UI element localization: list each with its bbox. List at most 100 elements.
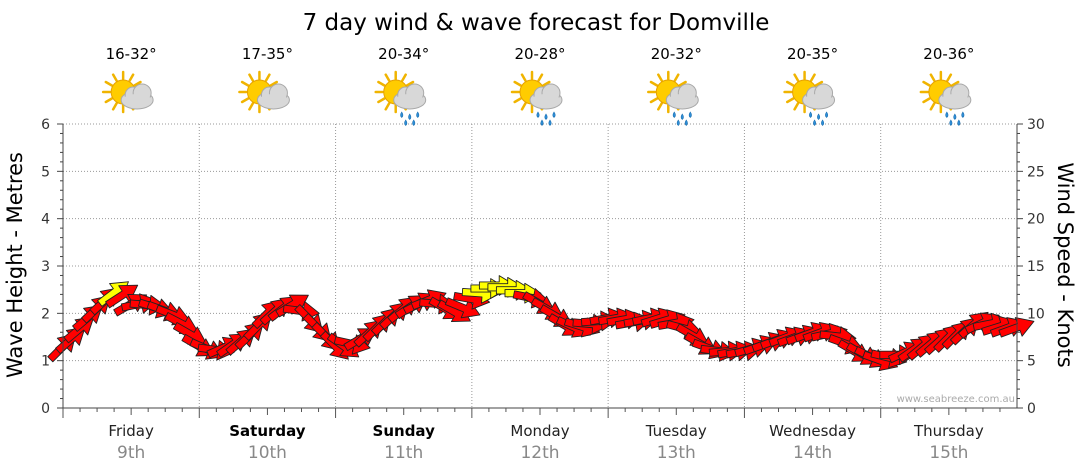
sun-ray — [248, 102, 255, 111]
rain-drop — [408, 113, 412, 120]
sun-ray — [793, 102, 800, 111]
day-column: 20-36° Thursday 15th — [913, 45, 984, 463]
left-tick-label: 3 — [41, 259, 50, 275]
left-axis-ticks: 0 1 2 3 4 5 6 — [41, 117, 63, 417]
sun-ray — [264, 73, 271, 82]
temperature-range: 16-32° — [106, 45, 157, 63]
rain-drop — [953, 113, 957, 120]
cloud-shape — [393, 83, 427, 110]
date-label: 12th — [520, 443, 559, 463]
rain-icon — [510, 70, 563, 126]
sun-ray — [786, 97, 795, 104]
day-label: Thursday — [913, 422, 984, 440]
cloud-shape — [120, 83, 154, 110]
day-column: 20-34° Sunday 11th — [373, 45, 436, 463]
sun-ray — [929, 73, 936, 82]
sun-ray — [111, 73, 118, 82]
temperature-range: 20-35° — [787, 45, 838, 63]
sun-ray — [269, 80, 278, 87]
right-axis-ticks: 0 5 10 15 20 25 30 — [1017, 117, 1045, 417]
sun-ray — [520, 73, 527, 82]
sun-ray — [240, 97, 250, 104]
rain-drop — [676, 119, 680, 126]
cloud-fill — [531, 94, 561, 108]
rain-drop — [680, 113, 684, 120]
day-label: Saturday — [229, 422, 306, 440]
date-label: 11th — [384, 443, 423, 463]
rain-drop — [945, 111, 949, 118]
rain-drop — [404, 119, 408, 126]
rain-drop — [817, 113, 821, 120]
sun-ray — [793, 73, 800, 82]
cloud-shape — [665, 83, 699, 110]
sun-ray — [814, 80, 824, 87]
cloud-fill — [667, 94, 698, 108]
rain-drop — [400, 111, 404, 118]
sun-ray — [384, 73, 391, 82]
left-tick-label: 1 — [41, 354, 50, 370]
temperature-range: 20-34° — [378, 45, 429, 63]
cloud-fill — [122, 94, 153, 108]
wind-arrow — [444, 297, 481, 319]
day-label: Wednesday — [769, 422, 856, 440]
cloud-fill — [939, 94, 970, 108]
left-tick-label: 2 — [41, 306, 50, 322]
right-tick-label: 10 — [1027, 306, 1045, 322]
rain-drop — [688, 111, 692, 118]
partly-cloudy-icon — [101, 70, 154, 114]
temperature-range: 20-36° — [923, 45, 974, 63]
rain-drop — [809, 111, 813, 118]
day-column: 20-28° Monday 12th — [510, 45, 569, 463]
date-label: 13th — [657, 443, 696, 463]
sun-ray — [384, 102, 391, 111]
sun-ray — [248, 73, 255, 82]
right-tick-label: 0 — [1027, 401, 1036, 417]
sun-ray — [922, 80, 931, 87]
temperature-range: 17-35° — [242, 45, 293, 63]
day-columns: 16-32° Friday 9th 17-35° Saturday 10th 20-34° S… — [101, 45, 984, 463]
left-axis-title: Wave Height - Metres — [3, 152, 27, 378]
day-column: 20-35° Wednesday 14th — [769, 45, 856, 463]
rain-drop — [552, 111, 556, 118]
sun-ray — [240, 80, 250, 87]
rain-drop — [416, 111, 420, 118]
sun-ray — [946, 73, 953, 82]
day-column: 17-35° Saturday 10th — [229, 45, 306, 463]
sun-ray — [405, 80, 415, 87]
cloud-shape — [529, 83, 563, 110]
rain-drop — [412, 119, 416, 126]
right-tick-label: 30 — [1027, 117, 1045, 133]
right-tick-label: 25 — [1027, 164, 1045, 180]
left-tick-label: 6 — [41, 117, 50, 133]
day-label: Monday — [510, 422, 569, 440]
right-axis-title: Wind Speed - Knots — [1053, 162, 1077, 367]
watermark: www.seabreeze.com.au — [897, 394, 1015, 405]
sun-ray — [922, 97, 931, 104]
rain-icon — [919, 70, 972, 126]
sun-ray — [377, 80, 386, 87]
cloud-shape — [256, 83, 290, 110]
rain-drop — [813, 119, 817, 126]
cloud-shape — [802, 83, 836, 110]
rain-drop — [548, 119, 552, 126]
cloud-fill — [394, 94, 425, 108]
sun-ray — [673, 73, 680, 82]
day-label: Friday — [108, 422, 154, 440]
sun-ray — [649, 80, 659, 87]
sun-ray — [513, 80, 522, 87]
sun-ray — [537, 73, 544, 82]
cloud-fill — [258, 94, 289, 108]
left-tick-label: 5 — [41, 164, 50, 180]
right-tick-label: 15 — [1027, 259, 1045, 275]
right-tick-label: 20 — [1027, 212, 1045, 228]
rain-icon — [647, 70, 699, 126]
rain-icon — [374, 70, 427, 126]
day-label: Tuesday — [645, 422, 707, 440]
sun-ray — [520, 102, 527, 111]
rain-icon — [783, 70, 836, 126]
sun-ray — [649, 97, 659, 104]
right-tick-label: 5 — [1027, 354, 1036, 370]
sun-ray — [104, 80, 114, 87]
cloud-fill — [803, 94, 834, 108]
